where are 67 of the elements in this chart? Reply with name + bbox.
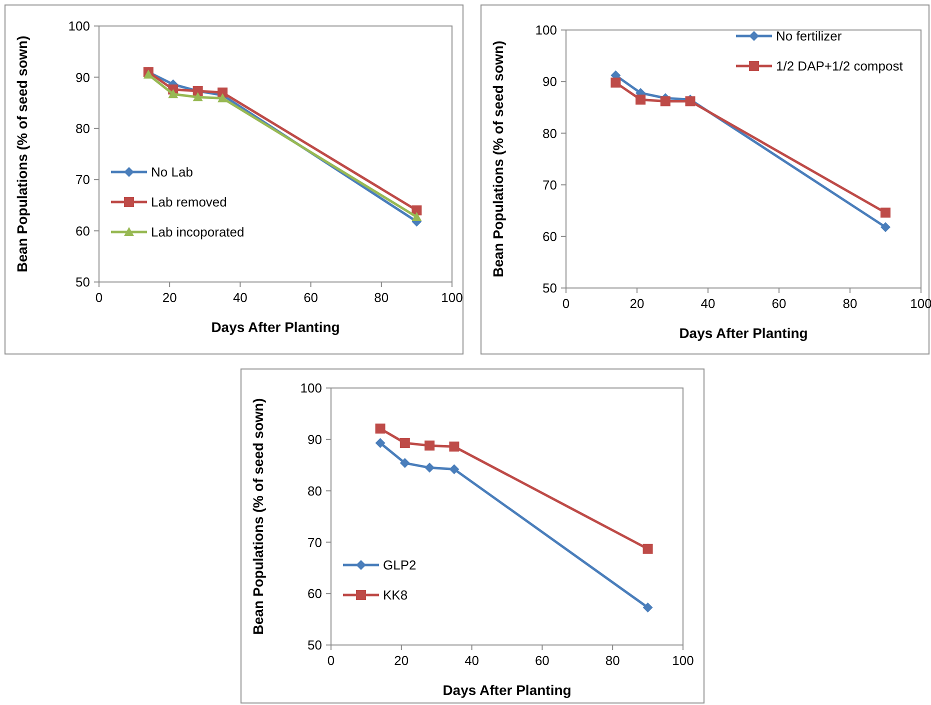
- point: [375, 438, 386, 448]
- legend-label: Lab incoporated: [151, 224, 244, 240]
- legend-label: 1/2 DAP+1/2 compost: [776, 58, 904, 74]
- point: [424, 462, 435, 473]
- y-tick-label: 60: [542, 228, 557, 244]
- y-axis-title: Bean Populations (% of seed sown): [490, 40, 506, 278]
- x-tick-label: 20: [394, 653, 409, 668]
- y-axis-title: Bean Populations (% of seed sown): [250, 398, 266, 635]
- y-tick-label: 50: [308, 638, 322, 653]
- y-tick-label: 50: [76, 274, 90, 290]
- point: [192, 92, 203, 102]
- y-tick-label: 70: [542, 177, 557, 192]
- y-tick-label: 90: [76, 70, 90, 85]
- y-axis-title: Bean Populations (% of seed sown): [14, 36, 30, 272]
- x-tick-label: 100: [441, 290, 463, 305]
- point: [636, 94, 646, 105]
- point: [880, 222, 890, 232]
- y-tick-label: 90: [308, 432, 322, 447]
- y-tick-label: 100: [68, 18, 90, 34]
- point: [412, 212, 422, 221]
- y-tick-label: 80: [76, 120, 90, 136]
- legend-label: KK8: [383, 588, 408, 603]
- x-tick-label: 20: [162, 290, 177, 305]
- x-tick-label: 20: [630, 296, 644, 311]
- point: [400, 438, 410, 448]
- x-tick-label: 80: [605, 653, 620, 668]
- y-tick-label: 100: [535, 22, 557, 38]
- x-axis-title: Days After Planting: [442, 682, 572, 698]
- y-tick-label: 100: [300, 380, 322, 396]
- x-tick-label: 80: [842, 296, 858, 311]
- x-tick-label: 60: [772, 296, 786, 311]
- point: [660, 96, 670, 106]
- point: [610, 78, 621, 88]
- point: [400, 458, 410, 468]
- y-tick-label: 50: [542, 280, 557, 296]
- point: [449, 442, 460, 452]
- legend-label: No fertilizer: [776, 28, 842, 44]
- legend-label: No Lab: [151, 164, 193, 180]
- x-tick-label: 80: [374, 290, 389, 305]
- x-tick-label: 0: [95, 290, 103, 305]
- point: [449, 464, 460, 474]
- x-tick-label: 0: [327, 653, 335, 668]
- legend-label: Lab removed: [151, 194, 227, 210]
- point: [218, 93, 228, 102]
- y-tick-label: 70: [308, 534, 322, 550]
- x-tick-label: 40: [464, 653, 480, 668]
- x-axis-title: Days After Planting: [679, 325, 808, 341]
- x-tick-label: 100: [672, 653, 694, 668]
- y-tick-label: 80: [542, 126, 557, 141]
- point: [642, 544, 653, 554]
- point: [375, 424, 386, 434]
- x-tick-label: 40: [700, 296, 716, 311]
- y-tick-label: 80: [308, 483, 322, 498]
- x-tick-label: 100: [910, 296, 931, 311]
- legend-label: GLP2: [383, 558, 416, 573]
- point: [424, 440, 435, 451]
- y-tick-label: 60: [308, 586, 322, 602]
- x-tick-label: 0: [562, 296, 570, 311]
- point: [168, 89, 178, 98]
- x-tick-label: 40: [232, 290, 248, 305]
- y-tick-label: 70: [76, 172, 90, 188]
- point: [880, 208, 890, 218]
- y-tick-label: 60: [76, 223, 90, 238]
- y-tick-label: 90: [542, 74, 557, 90]
- point: [642, 602, 653, 612]
- point: [143, 70, 154, 79]
- x-axis-title: Days After Planting: [211, 319, 340, 335]
